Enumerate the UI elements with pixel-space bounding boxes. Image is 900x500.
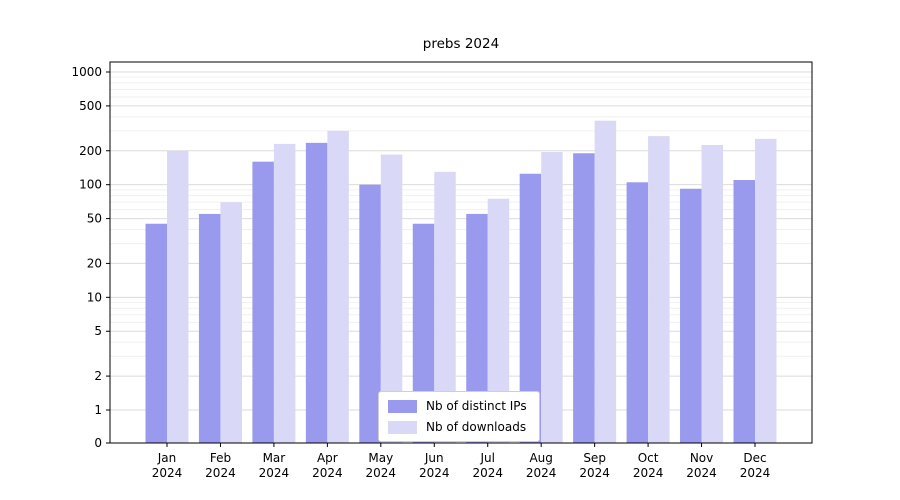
x-tick-label-year: 2024 <box>633 466 664 480</box>
y-tick-label: 1 <box>94 403 102 417</box>
y-tick-label: 200 <box>79 144 102 158</box>
bar-s1-m6 <box>487 198 510 443</box>
bar-s1-m5 <box>434 171 456 444</box>
y-tick-label: 20 <box>87 256 102 270</box>
x-tick-label-month: May <box>368 451 393 465</box>
legend: Nb of distinct IPs Nb of downloads <box>378 391 540 442</box>
x-tick-label-year: 2024 <box>579 466 610 480</box>
bar-s0-m3 <box>305 142 328 443</box>
bar-s0-m10 <box>680 188 702 443</box>
bar-s1-m8 <box>594 120 617 444</box>
bar-s0-m7 <box>519 173 542 443</box>
chart-title: prebs 2024 <box>422 36 500 52</box>
legend-label-distinct-ips: Nb of distinct IPs <box>426 399 527 413</box>
x-tick-label-year: 2024 <box>686 466 717 480</box>
bar-s0-m4 <box>359 184 381 443</box>
bar-s0-m1 <box>198 213 221 443</box>
x-tick-label-month: Aug <box>529 451 552 465</box>
x-tick-label-month: Dec <box>743 451 766 465</box>
x-tick-label-month: Oct <box>638 451 659 465</box>
y-tick-label: 2 <box>94 369 102 383</box>
y-tick-label: 500 <box>79 99 102 113</box>
y-tick-label: 10 <box>87 290 102 304</box>
x-tick-label-year: 2024 <box>312 466 343 480</box>
bar-s0-m11 <box>733 180 755 443</box>
x-tick-label-month: Jul <box>479 451 494 465</box>
x-tick-label-year: 2024 <box>526 466 557 480</box>
x-tick-label-year: 2024 <box>740 466 771 480</box>
y-tick-label: 100 <box>79 178 102 192</box>
y-tick-label: 50 <box>87 212 102 226</box>
x-tick-label-year: 2024 <box>259 466 290 480</box>
y-tick-label: 0 <box>94 436 102 450</box>
legend-item-downloads: Nb of downloads <box>388 420 527 434</box>
bar-s0-m2 <box>252 161 274 444</box>
bar-s1-m1 <box>220 202 242 443</box>
x-tick-label-month: Feb <box>210 451 231 465</box>
x-tick-label-month: Jun <box>424 451 444 465</box>
legend-item-distinct-ips: Nb of distinct IPs <box>388 399 527 413</box>
bar-s0-m5 <box>412 223 435 443</box>
bar-s0-m8 <box>573 153 595 443</box>
bar-s1-m4 <box>380 154 403 444</box>
y-tick-label: 1000 <box>71 65 102 79</box>
y-tick-label: 5 <box>94 324 102 338</box>
x-tick-label-month: Nov <box>690 451 713 465</box>
x-tick-label-year: 2024 <box>205 466 236 480</box>
x-tick-label-month: Apr <box>317 451 338 465</box>
bar-s1-m9 <box>648 136 670 443</box>
x-tick-label-year: 2024 <box>419 466 450 480</box>
x-tick-label-year: 2024 <box>366 466 397 480</box>
bar-s0-m6 <box>466 213 488 443</box>
x-tick-label-year: 2024 <box>472 466 503 480</box>
x-tick-label-month: Sep <box>583 451 606 465</box>
plot-border <box>109 61 813 444</box>
x-tick-label-year: 2024 <box>152 466 183 480</box>
bar-s1-m11 <box>755 138 777 443</box>
x-tick-label-month: Jan <box>157 451 177 465</box>
bar-s1-m2 <box>273 143 296 444</box>
bar-s1-m7 <box>541 151 563 443</box>
bar-s1-m10 <box>701 144 724 444</box>
bar-s0-m0 <box>145 223 167 443</box>
bar-s0-m9 <box>626 182 649 443</box>
legend-swatch-distinct-ips <box>388 399 417 413</box>
legend-swatch-downloads <box>388 420 417 434</box>
bar-s1-m0 <box>167 150 189 444</box>
legend-label-downloads: Nb of downloads <box>426 420 527 434</box>
x-tick-label-month: Mar <box>263 451 286 465</box>
bar-s1-m3 <box>327 130 349 443</box>
